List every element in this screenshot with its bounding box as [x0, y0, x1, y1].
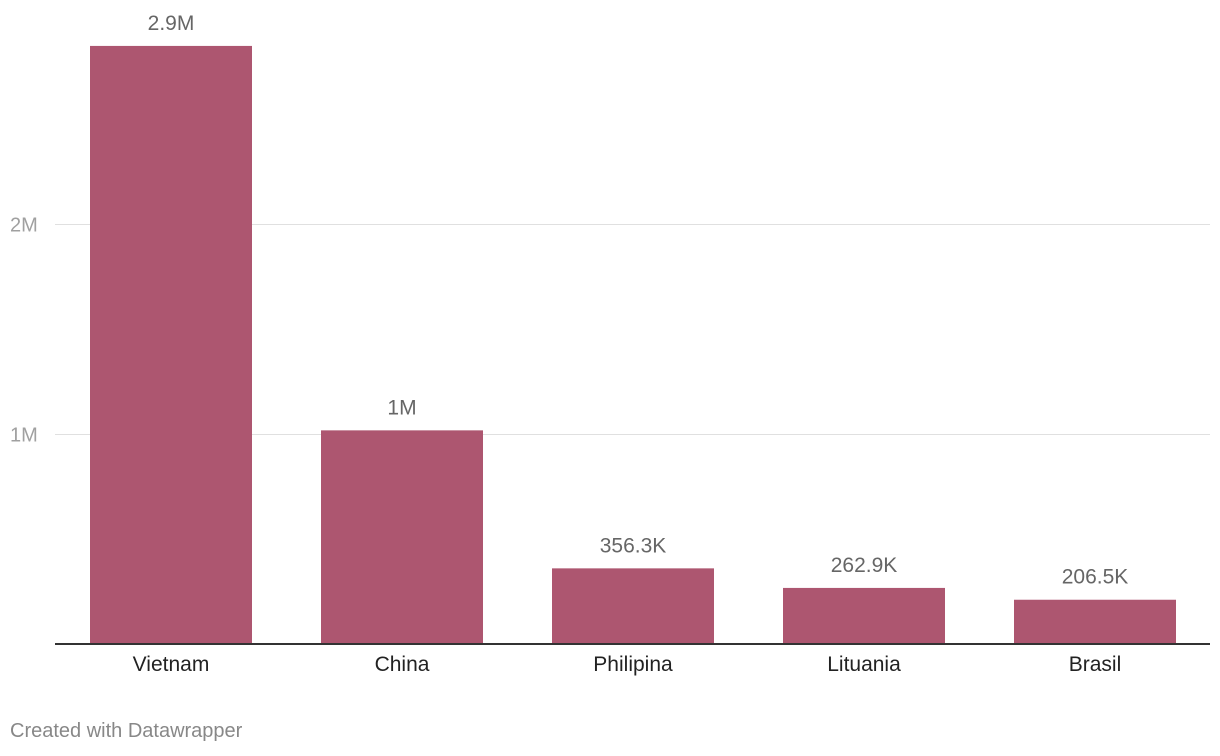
y-tick-labels: 1M 2M	[10, 215, 38, 447]
bars	[90, 45, 1176, 644]
category-label: China	[375, 653, 430, 676]
value-label: 2.9M	[148, 12, 195, 35]
category-label: Brasil	[1069, 653, 1122, 676]
value-labels: 2.9M 1M 356.3K 262.9K 206.5K	[148, 12, 1129, 589]
category-label: Vietnam	[133, 653, 210, 676]
y-tick-label: 2M	[10, 215, 38, 237]
value-label: 206.5K	[1062, 566, 1129, 589]
bar-philipina	[552, 568, 714, 643]
category-label: Lituania	[827, 653, 901, 676]
value-label: 356.3K	[600, 534, 667, 557]
bar-vietnam	[90, 45, 252, 644]
datawrapper-credit: Created with Datawrapper	[10, 720, 243, 742]
category-labels: Vietnam China Philipina Lituania Brasil	[133, 653, 1122, 676]
category-label: Philipina	[593, 653, 673, 676]
bar-china	[321, 430, 483, 643]
value-label: 1M	[387, 396, 416, 419]
bar-lituania	[783, 587, 945, 643]
bar-brasil	[1014, 599, 1176, 643]
value-label: 262.9K	[831, 554, 898, 577]
y-tick-label: 1M	[10, 425, 38, 447]
